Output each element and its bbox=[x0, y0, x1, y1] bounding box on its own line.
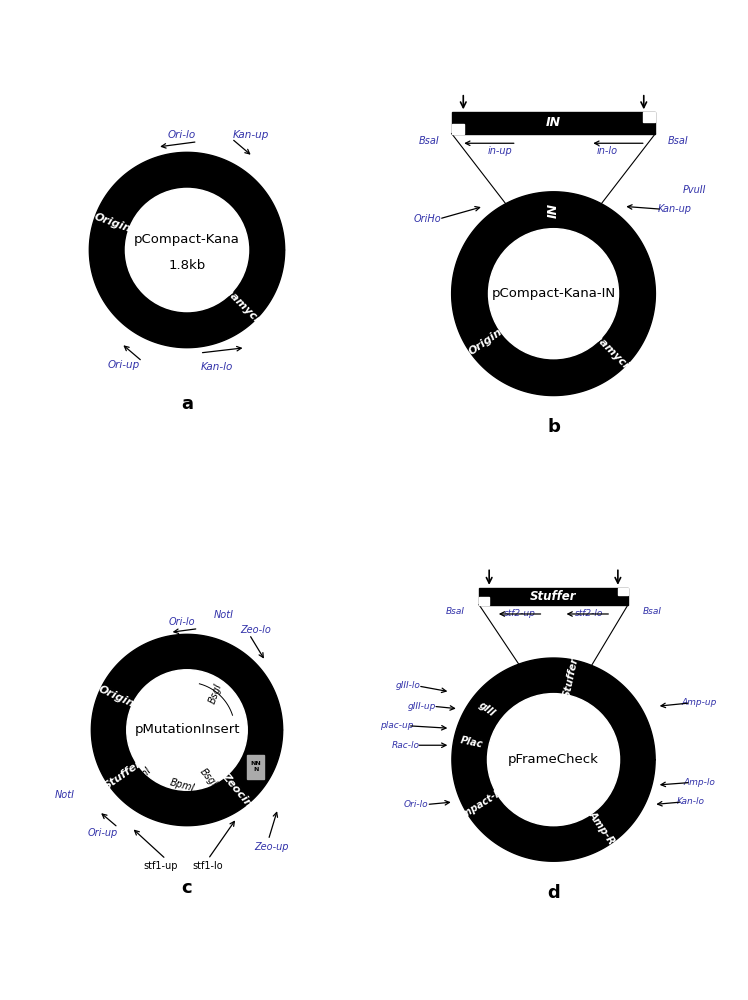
Polygon shape bbox=[91, 634, 283, 826]
Text: Stuffer: Stuffer bbox=[530, 590, 577, 603]
Text: Ori-up: Ori-up bbox=[107, 360, 139, 370]
Circle shape bbox=[126, 670, 248, 790]
Text: d: d bbox=[547, 884, 560, 902]
Bar bbox=[248, 755, 265, 779]
Text: Zeocin: Zeocin bbox=[220, 771, 254, 809]
Text: Rac-lo: Rac-lo bbox=[391, 741, 420, 750]
Text: Origin: Origin bbox=[96, 684, 136, 710]
Polygon shape bbox=[452, 192, 655, 396]
Text: Zeo-up: Zeo-up bbox=[254, 842, 289, 852]
Text: IN: IN bbox=[546, 116, 561, 129]
Text: OriHo: OriHo bbox=[414, 214, 441, 224]
Text: BsaI: BsaI bbox=[643, 607, 661, 616]
Polygon shape bbox=[643, 112, 655, 122]
Text: stf2-lo: stf2-lo bbox=[575, 609, 604, 618]
Text: Ori-lo: Ori-lo bbox=[404, 800, 429, 809]
Text: Ori-lo: Ori-lo bbox=[168, 130, 196, 140]
Text: pCompact-Kana-IN: pCompact-Kana-IN bbox=[491, 287, 616, 300]
Circle shape bbox=[488, 694, 619, 826]
Text: NN
N: NN N bbox=[251, 761, 261, 772]
Text: NotI: NotI bbox=[213, 610, 233, 620]
Text: Amp-up: Amp-up bbox=[681, 698, 717, 707]
Text: Amp-R: Amp-R bbox=[586, 810, 616, 847]
Circle shape bbox=[126, 188, 248, 312]
Text: Ori-lo: Ori-lo bbox=[169, 617, 195, 627]
Text: Kanamycin R: Kanamycin R bbox=[580, 320, 645, 385]
Text: BsaI: BsaI bbox=[418, 136, 439, 146]
Text: Origin: Origin bbox=[92, 211, 132, 234]
Text: pFrameCheck: pFrameCheck bbox=[508, 753, 599, 766]
Text: PvuII: PvuII bbox=[682, 185, 706, 195]
Text: NotI: NotI bbox=[55, 790, 75, 800]
Text: stf1-up: stf1-up bbox=[143, 861, 177, 871]
Text: Kan-lo: Kan-lo bbox=[200, 362, 233, 372]
Text: BsaI: BsaI bbox=[668, 136, 689, 146]
Text: Kan-up: Kan-up bbox=[657, 204, 692, 214]
Text: pMutationInsert: pMutationInsert bbox=[134, 724, 240, 736]
Text: BsgI: BsgI bbox=[207, 682, 224, 705]
Text: Origin: Origin bbox=[467, 326, 504, 357]
Polygon shape bbox=[452, 658, 655, 861]
Text: Plac: Plac bbox=[459, 735, 484, 749]
Text: stf2-up: stf2-up bbox=[503, 609, 536, 618]
Text: BpmI: BpmI bbox=[168, 777, 196, 794]
Polygon shape bbox=[479, 588, 628, 605]
Text: Stuffer: Stuffer bbox=[102, 758, 144, 791]
Text: gIII-lo: gIII-lo bbox=[396, 681, 420, 690]
Text: Kan-lo: Kan-lo bbox=[677, 797, 705, 806]
Text: Zeo-lo: Zeo-lo bbox=[240, 625, 272, 635]
Polygon shape bbox=[479, 597, 489, 605]
Text: IN: IN bbox=[547, 203, 560, 218]
Text: in-up: in-up bbox=[488, 146, 512, 156]
Text: pCompact-Kana: pCompact-Kana bbox=[134, 233, 240, 246]
Text: 1.8kb: 1.8kb bbox=[168, 259, 206, 272]
Text: pCompact-Kana: pCompact-Kana bbox=[443, 777, 522, 831]
Polygon shape bbox=[452, 124, 465, 134]
Text: c: c bbox=[182, 879, 192, 897]
Text: Stuffer: Stuffer bbox=[562, 657, 580, 699]
Text: Kanamycin R: Kanamycin R bbox=[211, 274, 275, 339]
Text: a: a bbox=[181, 395, 193, 413]
Polygon shape bbox=[89, 152, 285, 348]
Text: BsaI: BsaI bbox=[446, 607, 465, 616]
Text: stf1-lo: stf1-lo bbox=[193, 861, 224, 871]
Text: Amp-lo: Amp-lo bbox=[683, 778, 715, 787]
Circle shape bbox=[488, 229, 619, 359]
Text: plac-up: plac-up bbox=[380, 721, 414, 730]
Polygon shape bbox=[618, 588, 628, 595]
Text: Ori-up: Ori-up bbox=[88, 828, 118, 838]
Text: Kan-up: Kan-up bbox=[233, 130, 269, 140]
Text: in-lo: in-lo bbox=[596, 146, 617, 156]
Text: BsgI: BsgI bbox=[197, 767, 218, 789]
Text: gIII: gIII bbox=[476, 700, 497, 719]
Text: BpmI: BpmI bbox=[129, 765, 153, 790]
Text: gIII-up: gIII-up bbox=[408, 702, 436, 711]
Polygon shape bbox=[452, 112, 655, 134]
Text: b: b bbox=[547, 418, 560, 436]
